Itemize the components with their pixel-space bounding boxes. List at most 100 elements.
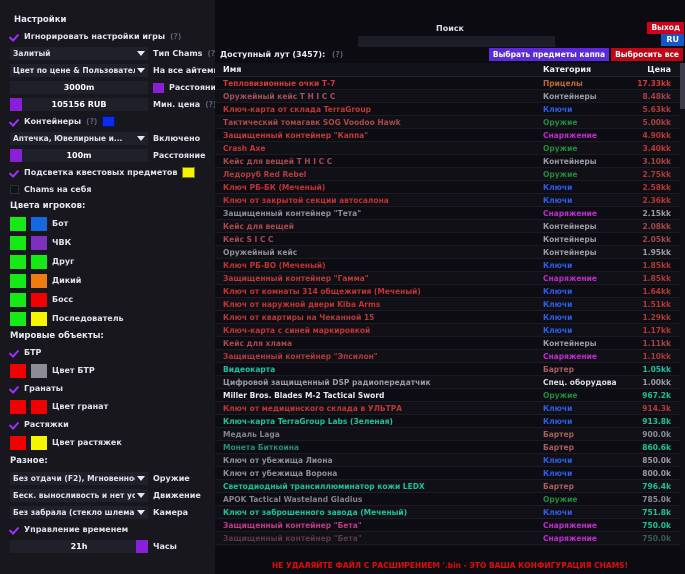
color-swatch-bot-secondary[interactable] [31, 216, 47, 231]
help-icon[interactable]: (?) [205, 100, 217, 109]
checkbox-tripwires[interactable] [10, 420, 19, 429]
color-swatch-friend-primary[interactable] [10, 254, 26, 269]
color-swatch-follower-primary[interactable] [10, 311, 26, 326]
table-row[interactable]: Кейс S I C C Контейнеры 2.05kk [215, 233, 685, 246]
color-swatch-grenades-secondary[interactable] [31, 399, 47, 414]
table-row[interactable]: Ключ-карта с синей маркировкой Ключи 1.17k… [215, 324, 685, 337]
setting-movement[interactable]: Беск. выносливость и нет уста Движение [6, 487, 209, 504]
slider-min-price-knob[interactable] [10, 98, 22, 111]
slider-distance-1[interactable]: 3000m [10, 81, 148, 94]
table-row[interactable]: Ключ от комнаты 314 общежития (Меченый) К… [215, 285, 685, 298]
table-row[interactable]: Защищенный контейнер "Бета" Снаряжение 750… [215, 532, 685, 545]
setting-color-mode[interactable]: Цвет по цене & Пользователы На все айтем… [6, 62, 221, 79]
color-swatch-bot-primary[interactable] [10, 216, 26, 231]
dropdown-color-mode[interactable]: Цвет по цене & Пользователы [10, 64, 148, 77]
exit-button[interactable]: Выход [647, 22, 684, 34]
checkbox-chams-self[interactable] [10, 185, 19, 194]
table-row[interactable]: Защищенный контейнер "Гамма" Снаряжение 1.… [215, 272, 685, 285]
table-row[interactable]: Miller Bros. Blades M-2 Tactical Sword Ор… [215, 389, 685, 402]
table-row[interactable]: Оружейный кейс Т Н I С С Контейнеры 8.48kk [215, 90, 685, 103]
search-input[interactable] [358, 36, 555, 47]
table-row[interactable]: Ключ от убежища Ворона Ключи 800.0k [215, 467, 685, 480]
dropdown-camera[interactable]: Без забрала (стекло шлема) [10, 506, 148, 519]
column-header-category[interactable]: Категория [543, 65, 592, 74]
setting-min-price[interactable]: 105156 RUB Мин. цена (?) [6, 96, 216, 113]
table-row[interactable]: Защищенный контейнер "Каппа" Снаряжение 4.… [215, 129, 685, 142]
table-row[interactable]: Кейс для вещей Т Н I С С Контейнеры 3.10kk [215, 155, 685, 168]
checkbox-ignore-game-settings[interactable] [10, 32, 19, 41]
column-header-name[interactable]: Имя [223, 65, 242, 74]
player-color-row-boss[interactable]: Босс [6, 290, 209, 309]
table-row[interactable]: Защищенный контейнер "Бета" Снаряжение 750… [215, 519, 685, 532]
table-row[interactable]: Ключ от закрытой секции автосалона Ключи 2… [215, 194, 685, 207]
player-color-row-friend[interactable]: Друг [6, 252, 209, 271]
table-row[interactable]: Ключ от заброшенного завода (Меченый) Клю… [215, 506, 685, 519]
scrollbar-thumb[interactable] [680, 63, 685, 109]
checkbox-grenades[interactable] [10, 384, 19, 393]
table-row[interactable]: Ключ РБ-БК (Меченый) Ключи 2.58kk [215, 181, 685, 194]
setting-clock[interactable]: 21h Часы [6, 538, 209, 555]
checkbox-time-control[interactable] [10, 525, 19, 534]
setting-chams-type[interactable]: Залитый Тип Chams (?) [6, 45, 219, 62]
btr-color-row[interactable]: Цвет БТР [6, 361, 209, 380]
table-scrollbar[interactable] [680, 63, 685, 550]
column-header-price[interactable]: Цена [647, 65, 671, 74]
color-swatch-scav-secondary[interactable] [31, 273, 47, 288]
color-swatch-btr-primary[interactable] [10, 363, 26, 378]
setting-weapon[interactable]: Без отдачи (F2), Мгновенное п Оружие [6, 470, 209, 487]
table-row[interactable]: Ключ от убежища Лиона Ключи 850.0k [215, 454, 685, 467]
help-icon[interactable]: (?) [331, 50, 344, 59]
table-row[interactable]: Защищенный контейнер "Эпсилон" Снаряжение… [215, 350, 685, 363]
setting-containers[interactable]: Контейнеры (?) [6, 113, 209, 130]
table-row[interactable]: Защищенный контейнер "Тета" Снаряжение 2.1… [215, 207, 685, 220]
table-row[interactable]: Медаль Laga Бартер 900.0k [215, 428, 685, 441]
table-row[interactable]: Ключ РБ-ВО (Меченый) Ключи 1.85kk [215, 259, 685, 272]
checkbox-containers[interactable] [10, 117, 19, 126]
setting-ignore-game-settings[interactable]: Игнорировать настройки игры (?) [6, 28, 209, 45]
color-swatch-containers[interactable] [102, 116, 116, 127]
player-color-row-bot[interactable]: Бот [6, 214, 209, 233]
table-row[interactable]: Crash Axe Оружие 3.40kk [215, 142, 685, 155]
setting-distance-1[interactable]: 3000m Расстояние [6, 79, 222, 96]
slider-clock[interactable]: 21h [10, 540, 148, 553]
color-swatch-btr-secondary[interactable] [31, 363, 47, 378]
table-row[interactable]: Кейс для вещей Контейнеры 2.08kk [215, 220, 685, 233]
color-swatch-distance-1[interactable] [153, 82, 164, 93]
checkbox-btr[interactable] [10, 348, 19, 357]
table-row[interactable]: APOK Tactical Wasteland Gladius Оружие 785… [215, 493, 685, 506]
setting-grenades[interactable]: Гранаты [6, 380, 209, 397]
dropdown-item-filter[interactable]: Аптечка, Ювелирные и... [10, 132, 148, 145]
setting-item-filter[interactable]: Аптечка, Ювелирные и... Включено [6, 130, 209, 147]
help-icon[interactable]: (?) [207, 49, 219, 58]
color-swatch-grenades-primary[interactable] [10, 399, 26, 414]
table-row[interactable]: Ключ от медицинского склада в УЛЬТРА Ключ… [215, 402, 685, 415]
color-swatch-follower-secondary[interactable] [31, 311, 47, 326]
table-row[interactable]: Тактический томагавк SOG Voodoo Hawk Оруж… [215, 116, 685, 129]
table-row[interactable]: Ключ-карта от склада TerraGroup Ключи 5.63… [215, 103, 685, 116]
table-row[interactable]: Оружейный кейс Контейнеры 1.95kk [215, 246, 685, 259]
table-row[interactable]: Ледоруб Red Rebel Оружие 2.75kk [215, 168, 685, 181]
table-row[interactable]: Цифровой защищенный DSP радиопередатчик С… [215, 376, 685, 389]
color-swatch-pmc-primary[interactable] [10, 235, 26, 250]
color-swatch-quest-highlight[interactable] [182, 167, 196, 178]
dropdown-weapon[interactable]: Без отдачи (F2), Мгновенное п [10, 472, 148, 485]
color-swatch-tripwires-primary[interactable] [10, 435, 26, 450]
setting-btr[interactable]: БТР [6, 344, 209, 361]
language-button[interactable]: RU [661, 34, 684, 46]
color-swatch-boss-primary[interactable] [10, 292, 26, 307]
setting-distance-2[interactable]: 100m Расстояние [6, 147, 209, 164]
color-swatch-boss-secondary[interactable] [31, 292, 47, 307]
setting-tripwires[interactable]: Растяжки [6, 416, 209, 433]
slider-min-price[interactable]: 105156 RUB [10, 98, 148, 111]
slider-distance-2[interactable]: 100m [10, 149, 148, 162]
tripwires-color-row[interactable]: Цвет растяжек [6, 433, 209, 452]
color-swatch-pmc-secondary[interactable] [31, 235, 47, 250]
setting-time-control[interactable]: Управление временем [6, 521, 209, 538]
player-color-row-follower[interactable]: Последователь [6, 309, 209, 328]
player-color-row-pmc[interactable]: ЧВК [6, 233, 209, 252]
player-color-row-scav[interactable]: Дикий [6, 271, 209, 290]
help-icon[interactable]: (?) [86, 117, 98, 126]
dropdown-chams-type[interactable]: Залитый [10, 47, 148, 60]
table-row[interactable]: Ключ от квартиры на Чеканной 15 Ключи 1.29… [215, 311, 685, 324]
select-kappa-items-button[interactable]: Выбрать предметы каппа [488, 48, 609, 61]
